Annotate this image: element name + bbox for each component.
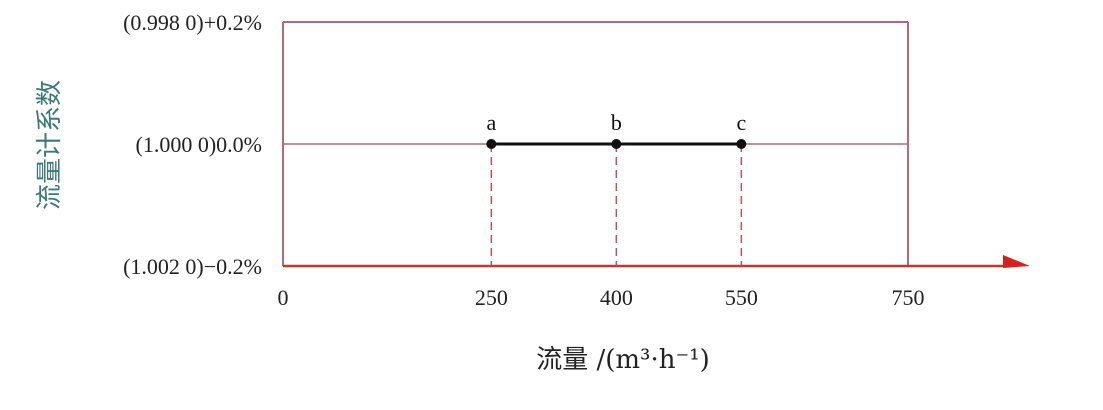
point-label-b: b <box>611 110 622 135</box>
point-label-a: a <box>486 110 496 135</box>
y-tick-labels: (0.998 0)+0.2% (1.000 0)0.0% (1.002 0)−0.2… <box>123 10 262 279</box>
x-axis-arrow <box>1003 255 1030 268</box>
x-tick-label: 250 <box>475 285 508 310</box>
y-tick-label: (1.002 0)−0.2% <box>123 254 262 279</box>
data-point-c <box>736 139 747 149</box>
y-axis-title: 流量计系数 <box>35 80 65 210</box>
x-tick-label: 750 <box>892 285 925 310</box>
x-tick-labels: 0 250 400 550 750 <box>278 285 925 310</box>
point-label-c: c <box>736 110 746 135</box>
x-tick-label: 400 <box>600 285 633 310</box>
data-point-b <box>611 139 622 149</box>
plot-area: a b c <box>282 21 1030 268</box>
x-tick-label: 0 <box>278 285 289 310</box>
data-point-a <box>486 139 497 149</box>
y-tick-label: (0.998 0)+0.2% <box>123 10 262 35</box>
x-axis-title: 流量 /(m³·h⁻¹) <box>536 345 710 375</box>
y-tick-label: (1.000 0)0.0% <box>136 132 262 157</box>
x-tick-label: 550 <box>725 285 758 310</box>
